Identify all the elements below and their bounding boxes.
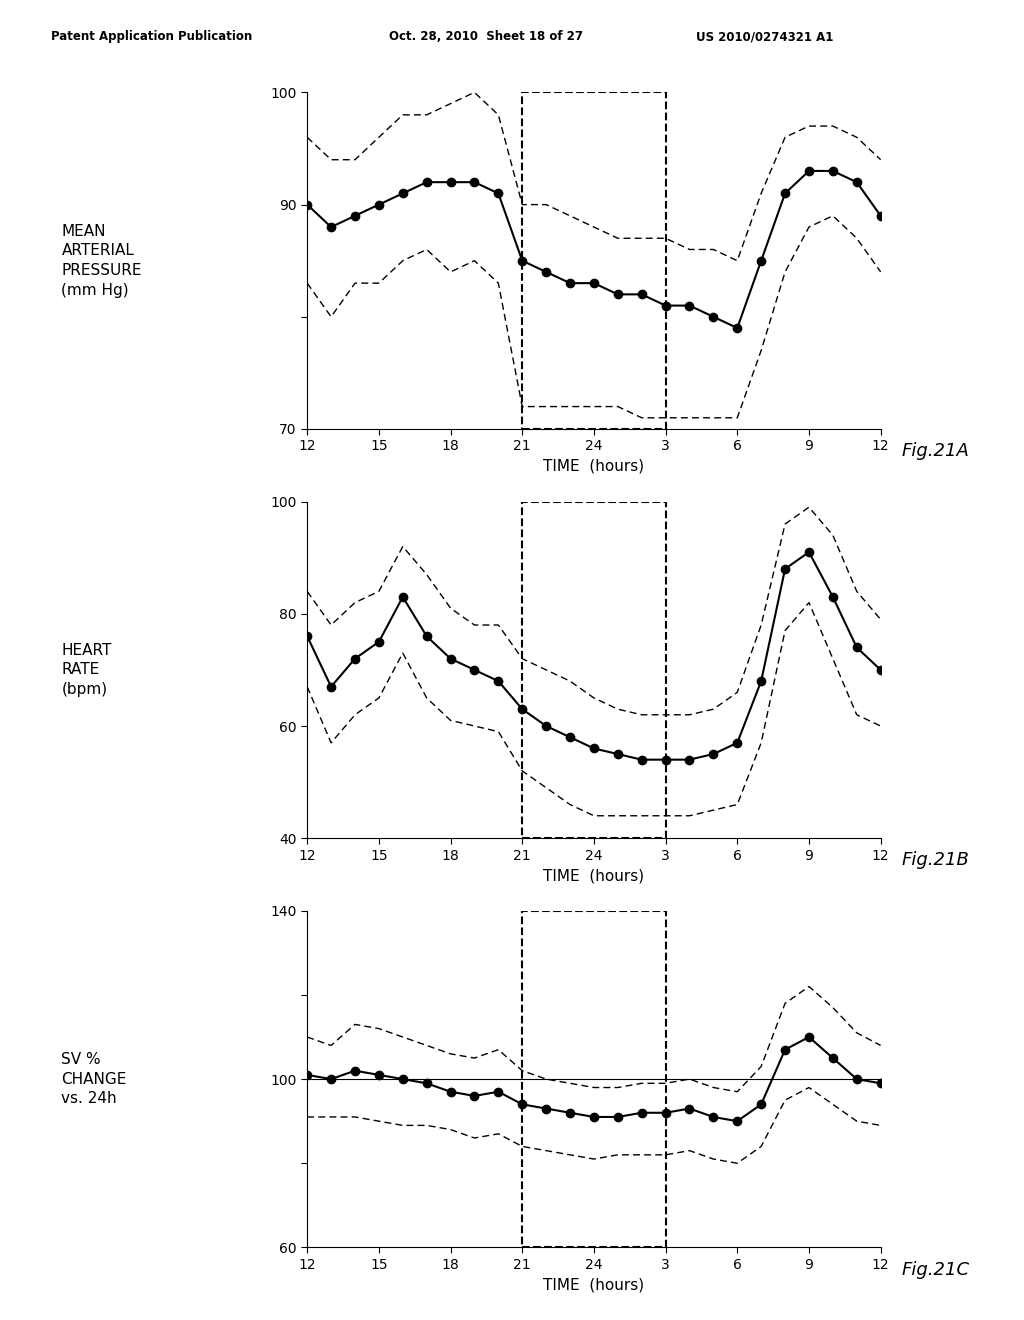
Bar bbox=[522, 911, 666, 1247]
Text: Oct. 28, 2010  Sheet 18 of 27: Oct. 28, 2010 Sheet 18 of 27 bbox=[389, 30, 583, 44]
X-axis label: TIME  (hours): TIME (hours) bbox=[544, 869, 644, 883]
Bar bbox=[522, 92, 666, 429]
Text: HEART
RATE
(bpm): HEART RATE (bpm) bbox=[61, 643, 112, 697]
Text: Patent Application Publication: Patent Application Publication bbox=[51, 30, 253, 44]
X-axis label: TIME  (hours): TIME (hours) bbox=[544, 459, 644, 474]
Bar bbox=[522, 502, 666, 838]
Text: SV %
CHANGE
vs. 24h: SV % CHANGE vs. 24h bbox=[61, 1052, 127, 1106]
Text: US 2010/0274321 A1: US 2010/0274321 A1 bbox=[696, 30, 834, 44]
Text: Fig.21A: Fig.21A bbox=[901, 442, 969, 461]
Text: Fig.21C: Fig.21C bbox=[901, 1261, 970, 1279]
X-axis label: TIME  (hours): TIME (hours) bbox=[544, 1278, 644, 1292]
Text: MEAN
ARTERIAL
PRESSURE
(mm Hg): MEAN ARTERIAL PRESSURE (mm Hg) bbox=[61, 223, 142, 298]
Text: Fig.21B: Fig.21B bbox=[901, 851, 969, 870]
